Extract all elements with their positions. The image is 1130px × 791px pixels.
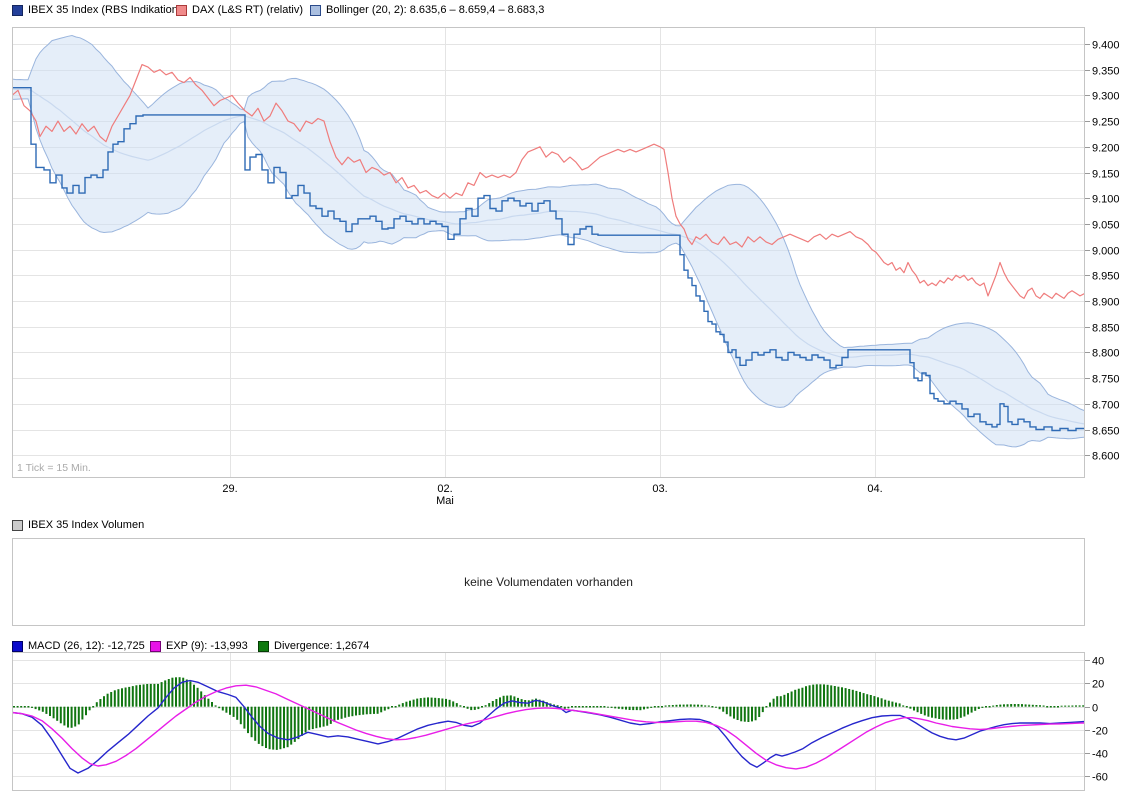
volume-legend-swatch-icon [12,519,23,531]
macd-legend-swatch-icon [12,640,23,652]
y-tick-label: 8.800 [1092,348,1120,360]
ibex-legend-label: IBEX 35 Index (RBS Indikation) [28,4,182,16]
y-tick-label: 0 [1092,703,1098,715]
ibex-line [12,87,1085,432]
divergence-legend-label: Divergence: 1,2674 [274,640,370,652]
y-tick-label: 9.050 [1092,220,1120,232]
y-tick-label: 8.850 [1092,323,1120,335]
volume-empty-message: keine Volumendaten vorhanden [464,575,633,589]
x-tick-label: 29. [222,483,237,495]
bollinger-legend-label: Bollinger (20, 2): 8.635,6 – 8.659,4 – 8… [326,4,545,16]
tick-interval-note: 1 Tick = 15 Min. [17,462,91,474]
dax-legend-label: DAX (L&S RT) (relativ) [192,4,304,16]
bollinger-legend-swatch-icon [310,4,321,16]
y-tick-label: 9.350 [1092,66,1120,78]
legend-item-volume: IBEX 35 Index Volumen [12,519,144,531]
y-tick-label: 8.600 [1092,451,1120,463]
volume-panel [12,538,1085,626]
y-tick-label: 20 [1092,679,1104,691]
bollinger-band-fill [12,35,1084,447]
x-tick-label: 04. [867,483,882,495]
divergence-legend-swatch-icon [258,640,269,652]
exp-legend-label: EXP (9): -13,993 [166,640,248,652]
dax-legend-swatch-icon [176,4,187,16]
macd-legend-label: MACD (26, 12): -12,725 [28,640,145,652]
volume-legend-label: IBEX 35 Index Volumen [28,519,145,531]
y-tick-label: 9.300 [1092,91,1120,103]
y-tick-label: 9.250 [1092,117,1120,129]
y-tick-label: 9.400 [1092,40,1120,52]
legend-item-dax: DAX (L&S RT) (relativ) [176,4,303,16]
legend-item-macd: MACD (26, 12): -12,725 [12,640,145,652]
y-tick-label: 8.900 [1092,297,1120,309]
y-tick-label: 9.200 [1092,143,1120,155]
price-panel-border [12,27,1085,478]
x-tick-label: 02. [437,483,452,495]
bollinger-lower-line [12,98,1085,448]
volume-panel-border [12,538,1085,626]
legend-item-exp: EXP (9): -13,993 [150,640,248,652]
y-tick-label: 8.950 [1092,271,1120,283]
y-tick-label: 9.100 [1092,194,1120,206]
x-tick-label: 03. [652,483,667,495]
x-tick-sublabel: Mai [436,495,454,507]
y-tick-label: 9.150 [1092,169,1120,181]
macd-plot [12,677,1085,774]
y-tick-label: -20 [1092,726,1108,738]
macd-line [12,679,1085,774]
macd-panel: 40 20 0 -20 -40 -60 [12,652,1108,791]
y-tick-label: 8.700 [1092,400,1120,412]
y-tick-label: -40 [1092,749,1108,761]
y-tick-label: 8.750 [1092,374,1120,386]
legend-item-ibex: IBEX 35 Index (RBS Indikation) [12,4,181,16]
price-panel: 9.400 9.350 9.300 9.250 9.200 9.150 9.100 9.050… [12,27,1120,507]
legend-item-divergence: Divergence: 1,2674 [258,640,369,652]
bollinger-mid-line [12,88,1085,425]
price-plot [12,34,1085,448]
exp-line [12,684,1085,770]
y-tick-label: 40 [1092,656,1104,668]
ibex-legend-swatch-icon [12,4,23,16]
y-tick-label: -60 [1092,772,1108,784]
exp-legend-swatch-icon [150,640,161,652]
bollinger-upper-line [12,34,1085,411]
y-tick-label: 9.000 [1092,246,1120,258]
legend-item-bollinger: Bollinger (20, 2): 8.635,6 – 8.659,4 – 8… [310,4,544,16]
dax-line [12,63,1085,299]
y-tick-label: 8.650 [1092,426,1120,438]
